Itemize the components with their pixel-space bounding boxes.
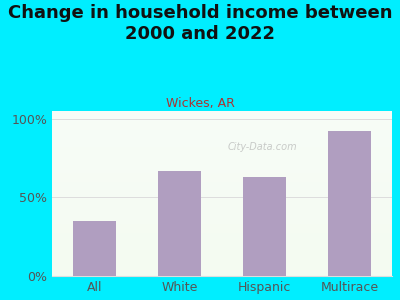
Text: Wickes, AR: Wickes, AR <box>166 98 234 110</box>
Text: Change in household income between
2000 and 2022: Change in household income between 2000 … <box>8 4 392 43</box>
Bar <box>243 177 286 276</box>
Bar <box>328 131 371 276</box>
Bar <box>73 221 116 276</box>
Text: City-Data.com: City-Data.com <box>228 142 298 152</box>
Bar <box>158 171 201 276</box>
